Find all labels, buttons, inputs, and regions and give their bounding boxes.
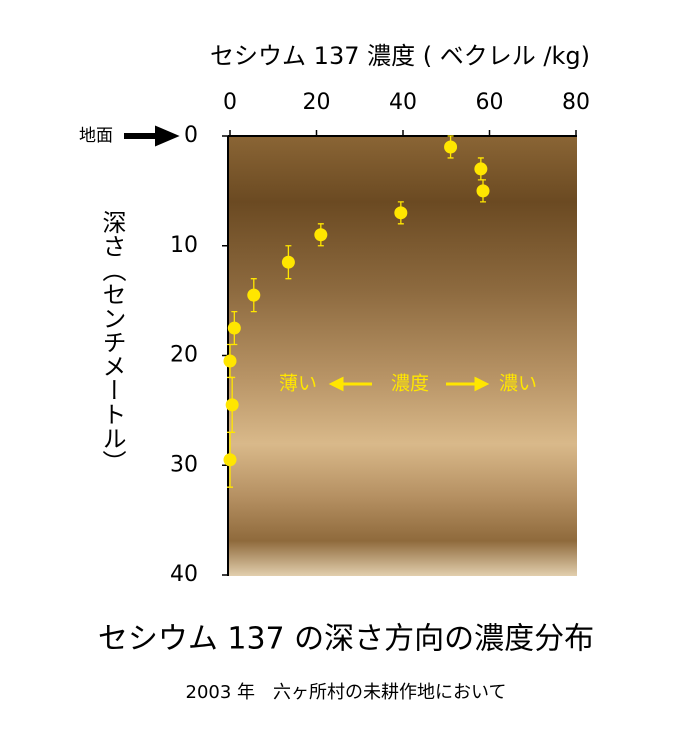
arrow-left xyxy=(328,376,372,392)
point xyxy=(223,354,237,368)
y-tick-label: 30 xyxy=(170,452,198,477)
y-axis-label: 深さ（センチメートル） xyxy=(98,210,126,474)
point xyxy=(444,140,458,154)
point xyxy=(223,453,237,467)
x-tick-label: 0 xyxy=(223,90,237,115)
y-tick-label: 20 xyxy=(170,343,198,368)
point xyxy=(314,228,328,242)
point xyxy=(474,162,488,176)
y-tick-label: 0 xyxy=(184,123,198,148)
y-tick-label: 40 xyxy=(170,562,198,587)
chart-title: セシウム 137 の深さ方向の濃度分布 xyxy=(98,622,594,657)
point xyxy=(394,206,408,220)
point xyxy=(476,184,490,198)
annotation-low: 薄い xyxy=(279,373,317,395)
point xyxy=(225,398,239,412)
surface-label: 地面 xyxy=(79,126,113,146)
arrow-right xyxy=(446,376,490,392)
point xyxy=(227,321,241,335)
x-axis-label: セシウム 137 濃度 ( ベクレル /kg) xyxy=(210,42,590,70)
x-tick-label: 80 xyxy=(562,90,590,115)
annotation-middle: 濃度 xyxy=(391,373,429,395)
x-tick-label: 40 xyxy=(389,90,417,115)
x-tick-label: 60 xyxy=(476,90,504,115)
x-tick-label: 20 xyxy=(303,90,331,115)
chart-subtitle: 2003 年 六ヶ所村の未耕作地において xyxy=(186,682,507,703)
point xyxy=(247,288,261,302)
y-tick-label: 10 xyxy=(170,233,198,258)
annotation-high: 濃い xyxy=(499,373,537,395)
point xyxy=(281,255,295,269)
surface-arrow xyxy=(124,125,180,147)
